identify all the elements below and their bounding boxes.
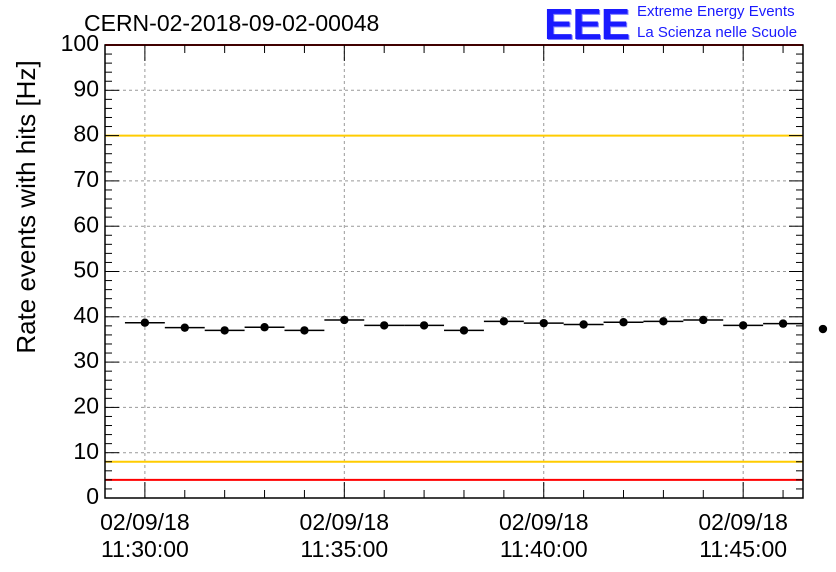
data-point bbox=[738, 321, 748, 330]
x-tick-label-time: 11:45:00 bbox=[699, 536, 787, 562]
data-point bbox=[818, 324, 828, 334]
y-tick-label: 50 bbox=[73, 257, 99, 283]
x-tick-label-date: 02/09/18 bbox=[499, 509, 589, 535]
data-point bbox=[459, 326, 469, 335]
y-tick-label: 20 bbox=[73, 392, 99, 418]
y-tick-label: 80 bbox=[73, 121, 99, 147]
eee-logo: EEE bbox=[544, 0, 630, 49]
y-tick-label: 40 bbox=[73, 302, 99, 328]
reference-lines bbox=[105, 44, 803, 481]
y-tick-label: 100 bbox=[61, 30, 99, 56]
data-point bbox=[140, 318, 150, 327]
y-tick-label: 30 bbox=[73, 347, 99, 373]
x-tick-label-time: 11:35:00 bbox=[300, 536, 388, 562]
y-tick-label: 90 bbox=[73, 75, 99, 101]
data-point bbox=[340, 315, 349, 325]
data-point bbox=[499, 317, 509, 326]
x-tick-label-date: 02/09/18 bbox=[300, 509, 390, 535]
grid-lines bbox=[105, 45, 803, 498]
data-point bbox=[778, 319, 788, 328]
axes: 010203040506070809010002/09/1811:30:0002… bbox=[61, 30, 804, 562]
x-tick-label-time: 11:30:00 bbox=[101, 536, 189, 562]
data-points bbox=[124, 315, 828, 335]
x-tick-label-time: 11:40:00 bbox=[500, 536, 588, 562]
logo-subtitle-line1: Extreme Energy Events bbox=[637, 3, 795, 20]
y-tick-label: 0 bbox=[86, 483, 99, 509]
data-point bbox=[619, 318, 628, 327]
y-tick-label: 10 bbox=[73, 438, 99, 464]
logo-subtitle-line2: La Scienza nelle Scuole bbox=[637, 24, 798, 41]
y-tick-label: 70 bbox=[73, 166, 99, 192]
y-tick-label: 60 bbox=[73, 211, 99, 237]
x-tick-label-date: 02/09/18 bbox=[698, 509, 788, 535]
data-point bbox=[220, 326, 229, 335]
data-point bbox=[300, 326, 309, 335]
data-point bbox=[380, 321, 389, 330]
data-point bbox=[260, 323, 269, 332]
y-axis-label: Rate events with hits [Hz] bbox=[11, 60, 41, 353]
chart-title: CERN-02-2018-09-02-00048 bbox=[84, 10, 380, 36]
data-point bbox=[659, 317, 668, 326]
x-tick-label-date: 02/09/18 bbox=[100, 509, 190, 535]
data-point bbox=[419, 321, 429, 330]
data-point bbox=[539, 318, 548, 328]
data-point bbox=[699, 315, 708, 325]
data-point bbox=[579, 320, 588, 329]
data-point bbox=[180, 323, 189, 332]
